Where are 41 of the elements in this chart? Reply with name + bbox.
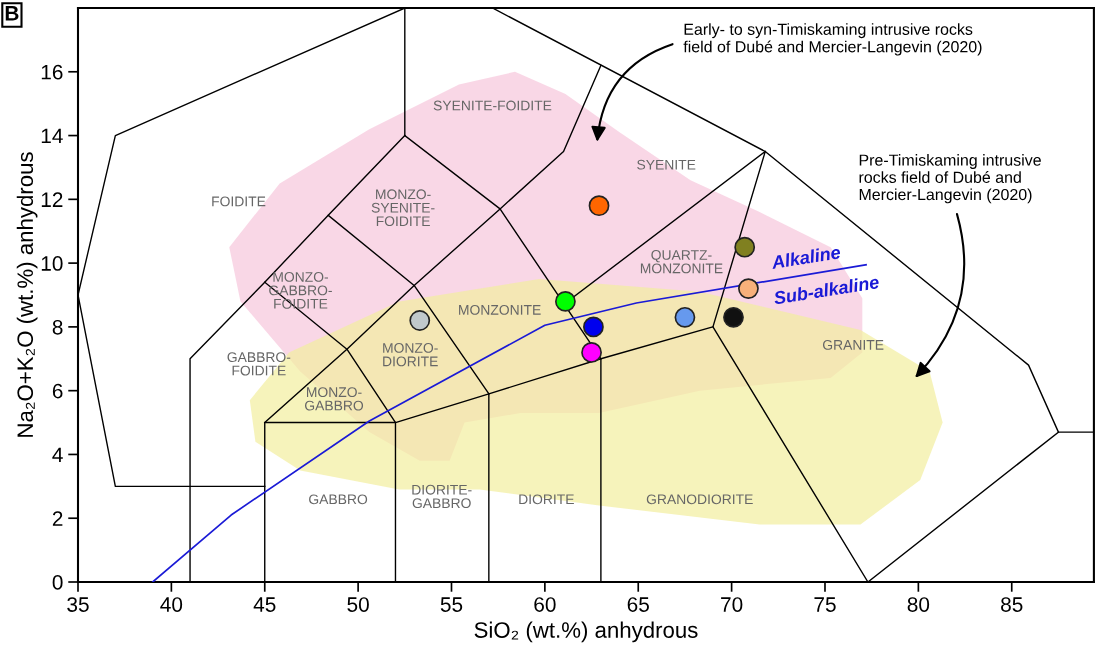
- x-tick-label: 65: [627, 597, 649, 612]
- annotation: Alkaline: [770, 245, 841, 270]
- x-tick-label: 60: [534, 597, 556, 612]
- annotation: SYENITE: [637, 159, 696, 170]
- x-tick-label: 40: [160, 597, 183, 612]
- annotation: GABBRO: [309, 494, 368, 505]
- annotation: MONZO- DIORITE: [383, 343, 438, 367]
- annotation: MONZONITE: [459, 304, 541, 315]
- annotation: FOIDITE: [212, 196, 266, 207]
- y-tick-label: 8: [52, 319, 63, 335]
- annotation: DIORITE: [519, 494, 574, 505]
- annotation: QUARTZ- MONZONITE: [640, 250, 723, 274]
- y-tick-label: 0: [52, 575, 63, 590]
- y-tick-label: 14: [41, 128, 63, 144]
- x-tick-label: 45: [253, 597, 276, 612]
- annotation: MONZO- SYENITE- FOIDITE: [371, 189, 435, 227]
- text: B: [5, 6, 19, 21]
- x-tick-label: 55: [440, 597, 463, 612]
- y-tick-label: 4: [52, 447, 63, 462]
- annotation: DIORITE- GABBRO: [412, 484, 472, 509]
- annotation: GRANITE: [822, 339, 884, 350]
- annotation: GABBRO- FOIDITE: [227, 352, 291, 376]
- x-axis-title: SiO₂ (wt.%) anhydrous: [474, 621, 698, 643]
- y-tick-label: 10: [41, 256, 63, 271]
- y-tick-label: 16: [41, 64, 63, 80]
- y-tick-label: 2: [52, 511, 63, 526]
- x-tick-label: 85: [1001, 597, 1023, 612]
- annotation: GRANODIORITE: [646, 494, 753, 505]
- x-tick-label: 35: [67, 597, 89, 612]
- y-tick-label: 12: [41, 192, 63, 207]
- x-tick-label: 75: [814, 597, 836, 612]
- annotation: Pre-Timiskaming intrusive rocks field of Dubé and Mercier-Langevin (2020): [859, 154, 1041, 204]
- annotation: SYENITE-FOIDITE: [433, 100, 552, 111]
- y-axis-title: Na₂O+K₂O (wt.%) anhydrous: [16, 152, 38, 437]
- annotation: Sub-alkaline: [773, 275, 880, 305]
- x-tick-label: 70: [721, 597, 743, 612]
- x-tick-label: 50: [347, 597, 369, 612]
- annotation: MONZO- GABBRO: [304, 387, 364, 411]
- annotation: Early- to syn-Timiskaming intrusive rocks field of Dubé and Mercier-Langevin (2020): [683, 23, 982, 56]
- x-tick-label: 80: [907, 597, 930, 612]
- y-tick-label: 6: [52, 383, 63, 399]
